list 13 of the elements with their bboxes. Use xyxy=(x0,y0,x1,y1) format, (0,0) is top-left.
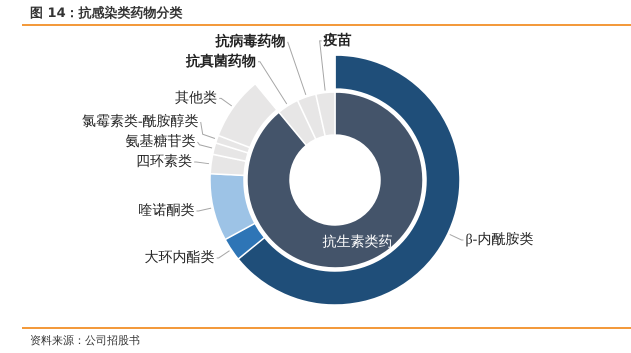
slice-label: 喹诺酮类 xyxy=(138,202,194,218)
slice-label: 抗真菌药物 xyxy=(184,53,256,70)
slice-label: β-内酰胺类 xyxy=(465,232,534,248)
slice-label: 抗生素类药 xyxy=(322,234,393,250)
slice-label: 氯霉素类-酰胺醇类 xyxy=(82,114,199,130)
chart-title: 图 14：抗感染类药物分类 xyxy=(30,4,183,22)
slice-label: 疫苗 xyxy=(322,31,352,48)
slice-label: 其他类 xyxy=(175,90,218,106)
slice-label: 抗病毒药物 xyxy=(214,32,286,50)
slice-label: 大环内酯类 xyxy=(144,249,215,266)
text: 资料来源：公司招股书 xyxy=(30,333,140,348)
slice-label: 氨基糖苷类 xyxy=(126,134,196,150)
slice-label: 四环素类 xyxy=(136,154,192,170)
